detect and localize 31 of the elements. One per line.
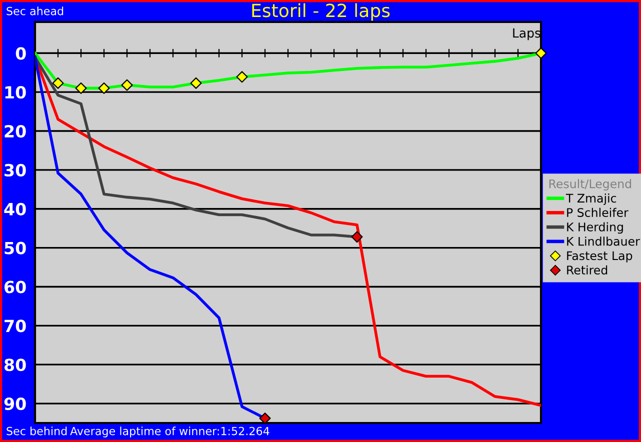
point: [52, 77, 64, 89]
text: Sec ahead: [6, 6, 64, 16]
point: [75, 82, 87, 94]
legend-label: K Lindlbauer: [567, 236, 640, 246]
y-tick-label: 30: [4, 164, 26, 177]
point: [121, 79, 133, 91]
point: [259, 412, 271, 424]
y-tick-label: 0: [16, 47, 26, 60]
y-tick-label: 10: [5, 86, 26, 99]
y-tick-label: 60: [4, 280, 26, 294]
point: [236, 71, 248, 83]
y-tick-label: 90: [4, 397, 26, 410]
point: [351, 231, 363, 243]
y-tick-label: 50: [4, 242, 26, 254]
y-tick-label: 80: [4, 358, 26, 372]
legend-label: P Schleifer: [567, 208, 628, 217]
text: Sec behind: [6, 426, 67, 436]
legend-title: Result/Legend: [549, 179, 631, 191]
legend-label: Retired: [567, 265, 608, 274]
point: [98, 82, 110, 94]
chart-title: Estoril - 22 laps: [252, 3, 390, 21]
y-tick-label: 40: [4, 202, 26, 216]
point: [535, 47, 547, 59]
y-tick-label: 20: [4, 124, 26, 138]
legend-label: K Herding: [567, 222, 623, 234]
legend-label: T Zmajic: [566, 193, 616, 205]
y-tick-label: 70: [4, 320, 26, 332]
text: Average laptime of winner:1:52.264: [70, 426, 270, 438]
legend-label: Fastest Lap: [567, 251, 632, 262]
x-axis-title: Laps: [513, 28, 540, 40]
point: [190, 77, 202, 89]
